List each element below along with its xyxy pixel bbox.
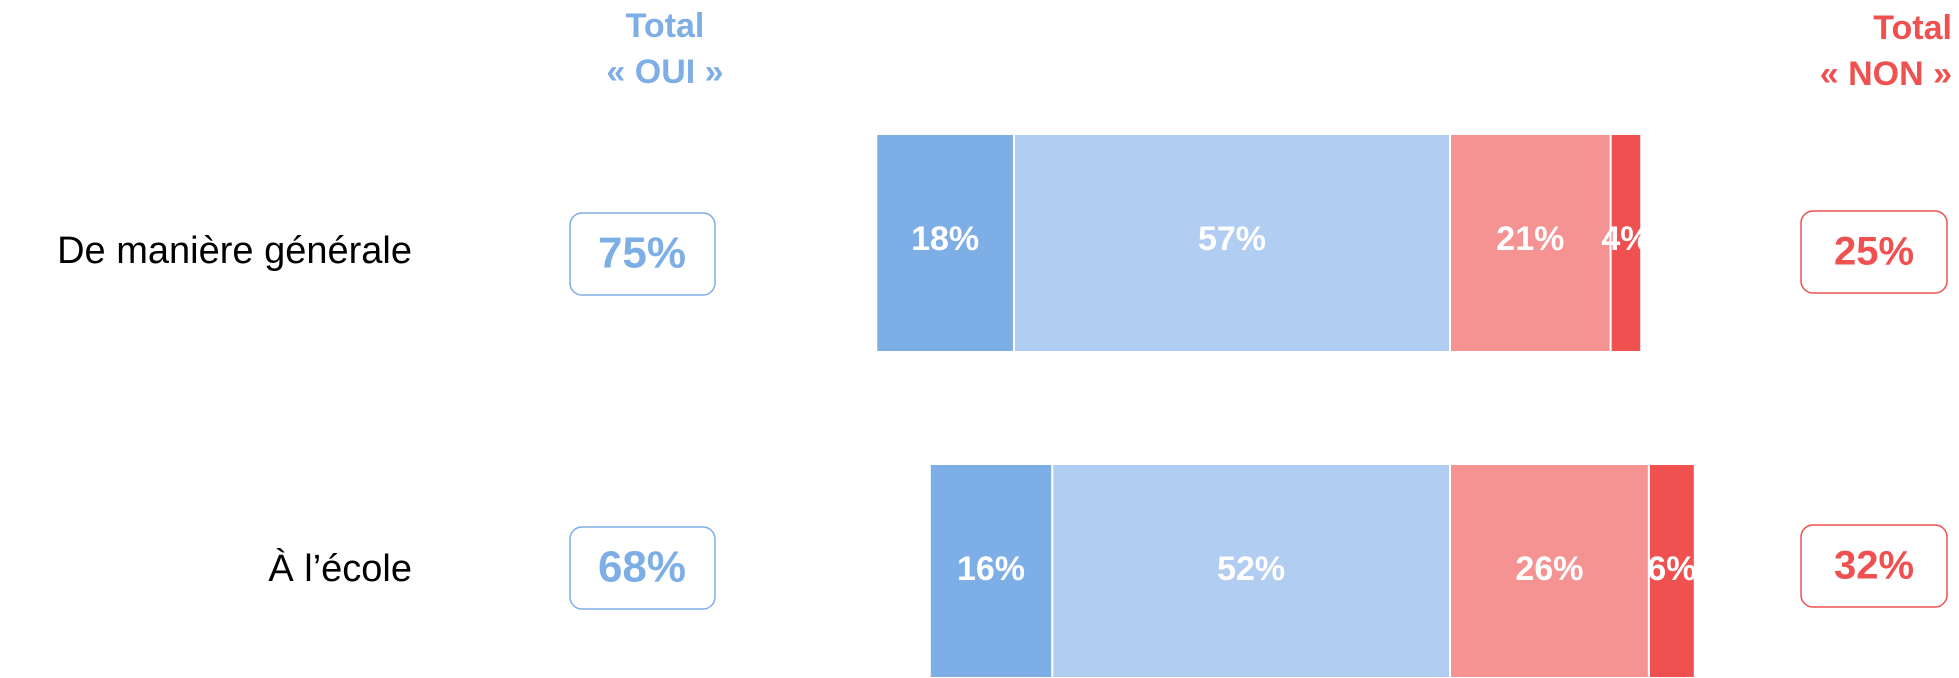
value-label: 4%	[1601, 220, 1650, 258]
bar-segment	[875, 133, 1015, 353]
category-label: À l’école	[268, 547, 412, 590]
total-no-value: 32%	[1834, 544, 1914, 588]
bar-segment	[1647, 463, 1696, 678]
total-yes-box	[569, 212, 716, 296]
total-yes-box	[569, 526, 716, 610]
total-yes-value: 68%	[598, 543, 686, 592]
value-label: 21%	[1496, 220, 1564, 258]
total-no-header: « NON »	[1820, 55, 1952, 93]
bar-segment	[928, 463, 1054, 678]
value-label: 52%	[1217, 550, 1285, 588]
value-label: 18%	[911, 220, 979, 258]
value-label: 6%	[1647, 550, 1696, 588]
bar-segment	[1609, 133, 1643, 353]
total-no-value: 25%	[1834, 230, 1914, 274]
total-no-box	[1800, 524, 1948, 608]
total-yes-value: 75%	[598, 229, 686, 278]
total-yes-header: Total	[626, 7, 705, 45]
bar-segment	[1051, 463, 1451, 678]
total-no-header: Total	[1873, 9, 1952, 47]
bar-segment	[1449, 463, 1650, 678]
bar-segment	[1012, 133, 1451, 353]
bar-segment	[1449, 133, 1612, 353]
category-label: De manière générale	[57, 230, 412, 272]
value-label: 26%	[1515, 550, 1583, 588]
total-no-box	[1800, 210, 1948, 294]
total-yes-header: « OUI »	[606, 53, 723, 91]
value-label: 57%	[1198, 220, 1266, 258]
value-label: 16%	[957, 550, 1025, 588]
